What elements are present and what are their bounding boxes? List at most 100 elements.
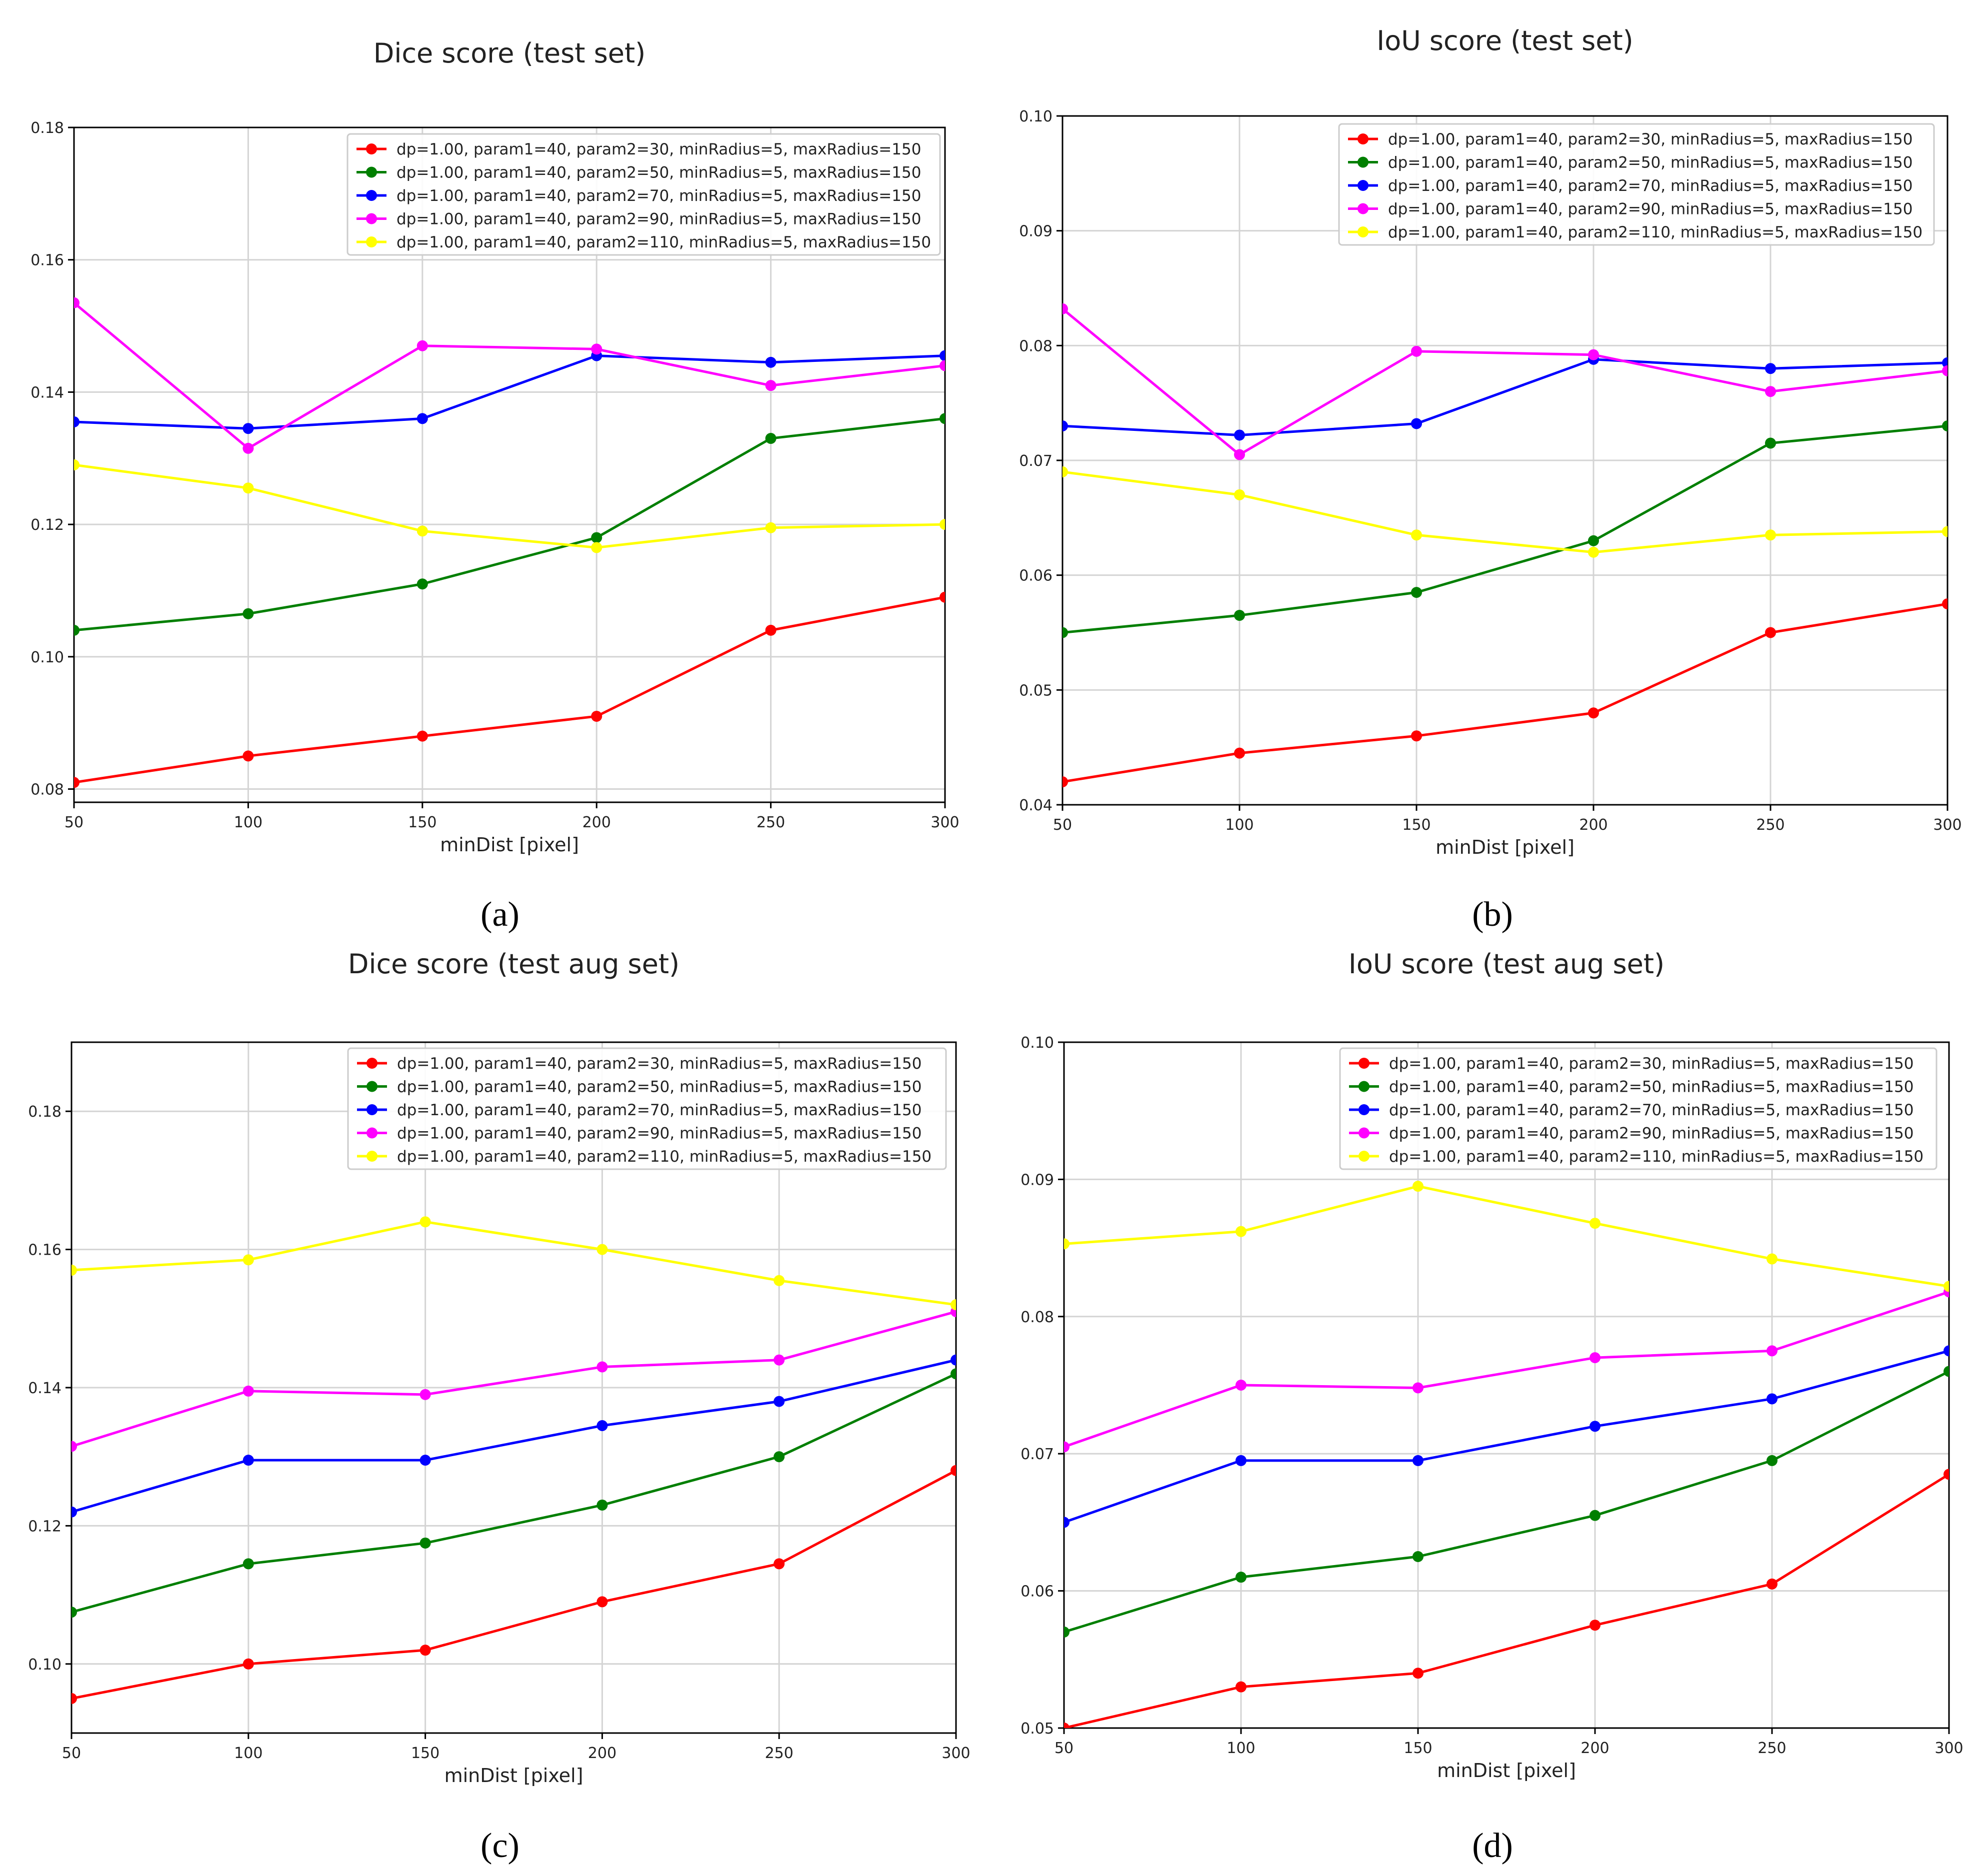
- legend-entry: dp=1.00, param1=40, param2=50, minRadius…: [1388, 154, 1912, 172]
- data-point: [1590, 1218, 1600, 1229]
- legend-entry: dp=1.00, param1=40, param2=50, minRadius…: [1389, 1078, 1914, 1096]
- legend-swatch-marker: [1358, 1127, 1370, 1139]
- legend-entry: dp=1.00, param1=40, param2=50, minRadius…: [397, 1078, 922, 1096]
- data-point: [74, 624, 80, 636]
- legend-entry: dp=1.00, param1=40, param2=30, minRadius…: [397, 1055, 922, 1073]
- x-tick-label: 150: [1404, 1740, 1432, 1757]
- legend-swatch-marker: [1358, 133, 1368, 144]
- x-tick-label: 50: [62, 1745, 81, 1762]
- x-tick-label: 50: [1053, 816, 1072, 834]
- legend-entry: dp=1.00, param1=40, param2=70, minRadius…: [1388, 177, 1912, 195]
- legend-box: [1338, 123, 1935, 246]
- data-point: [1411, 730, 1422, 742]
- panel-label: (a): [480, 895, 520, 934]
- data-point: [765, 433, 776, 444]
- chart-panel-4: IoU score (test aug set) 50 100 150 200 250 30…: [1020, 948, 1963, 1865]
- x-axis-label: minDist [pixel]: [1437, 1760, 1576, 1782]
- y-tick-label: 0.05: [1019, 682, 1052, 699]
- data-point: [950, 1465, 956, 1476]
- data-point: [1412, 1551, 1424, 1562]
- data-point: [1064, 1626, 1070, 1638]
- legend-swatch-marker: [366, 190, 377, 201]
- y-tick-label: 0.12: [28, 1518, 62, 1535]
- series-line-5: [1064, 1185, 1949, 1288]
- data-point: [74, 777, 80, 788]
- data-point: [242, 750, 254, 762]
- data-point: [1766, 1345, 1778, 1357]
- y-tick-label: 0.14: [28, 1380, 62, 1397]
- series-line-1: [1062, 602, 1948, 783]
- legend-entry: dp=1.00, param1=40, param2=30, minRadius…: [396, 140, 921, 158]
- data-point: [1236, 1380, 1246, 1391]
- data-point: [765, 522, 776, 533]
- series-line-5: [72, 1220, 956, 1306]
- data-point: [72, 1265, 77, 1276]
- series-line-4: [72, 1310, 956, 1448]
- data-point: [774, 1354, 785, 1366]
- data-point: [1588, 546, 1599, 558]
- data-point: [1944, 1345, 1949, 1357]
- data-point: [940, 350, 945, 361]
- y-tick-label: 0.08: [1020, 1309, 1054, 1326]
- data-point: [1064, 1723, 1070, 1728]
- series-line-3: [72, 1359, 956, 1514]
- legend-swatch-marker: [366, 143, 377, 154]
- legend-swatch-marker: [1358, 1081, 1370, 1092]
- legend-swatch-marker: [1358, 226, 1368, 237]
- x-tick-label: 100: [1225, 816, 1254, 834]
- series-line-3: [1062, 358, 1948, 436]
- x-tick-label: 50: [64, 814, 84, 831]
- series-line-4: [1064, 1291, 1949, 1448]
- data-point: [1236, 1226, 1246, 1237]
- legend-entry: dp=1.00, param1=40, param2=70, minRadius…: [1389, 1101, 1914, 1119]
- y-tick-label: 0.08: [30, 781, 64, 799]
- y-tick-label: 0.10: [28, 1656, 62, 1674]
- data-point: [1590, 1421, 1600, 1432]
- data-point: [420, 1216, 431, 1228]
- x-tick-label: 100: [234, 814, 262, 831]
- legend-swatch-marker: [1358, 203, 1368, 214]
- data-point: [1765, 363, 1776, 374]
- panel-label: (b): [1472, 895, 1513, 934]
- legend-swatch-marker: [366, 1127, 378, 1139]
- data-point: [420, 1645, 431, 1656]
- data-point: [1942, 598, 1948, 610]
- chart-title: IoU score (test aug set): [1348, 948, 1664, 980]
- data-point: [242, 1455, 254, 1466]
- y-tick-label: 0.16: [28, 1242, 62, 1259]
- legend-box: [346, 133, 941, 256]
- chart-title: IoU score (test set): [1376, 25, 1633, 56]
- x-tick-label: 150: [411, 1745, 440, 1762]
- legend-entry: dp=1.00, param1=40, param2=30, minRadius…: [1388, 130, 1912, 148]
- y-tick-label: 0.10: [1019, 108, 1052, 125]
- data-point: [1062, 303, 1068, 314]
- legend-swatch-marker: [366, 1058, 378, 1069]
- data-point: [1411, 587, 1422, 598]
- series-line-3: [1064, 1349, 1949, 1524]
- data-point: [1411, 345, 1422, 357]
- y-tick-label: 0.08: [1019, 337, 1052, 355]
- legend: dp=1.00, param1=40, param2=30, minRadius…: [347, 1047, 947, 1170]
- y-tick-label: 0.12: [30, 516, 64, 534]
- chart-title: Dice score (test set): [374, 37, 646, 69]
- chart-panel-3: Dice score (test aug set) 50 100 150 200 250 3…: [28, 948, 970, 1865]
- legend-entry: dp=1.00, param1=40, param2=90, minRadius…: [397, 1125, 922, 1143]
- legend-entry: dp=1.00, param1=40, param2=90, minRadius…: [1389, 1125, 1914, 1143]
- legend-entry: dp=1.00, param1=40, param2=110, minRadiu…: [397, 1148, 932, 1166]
- data-point: [774, 1451, 785, 1463]
- x-tick-label: 150: [408, 814, 436, 831]
- series-line-2: [1064, 1370, 1949, 1634]
- panel-label: (d): [1472, 1827, 1513, 1865]
- x-tick-label: 300: [1933, 816, 1962, 834]
- legend-entry: dp=1.00, param1=40, param2=50, minRadius…: [396, 164, 921, 182]
- legend-swatch-marker: [366, 1151, 378, 1162]
- data-point: [1412, 1455, 1424, 1466]
- y-tick-label: 0.18: [28, 1103, 62, 1121]
- data-point: [596, 1596, 608, 1608]
- data-point: [1062, 420, 1068, 432]
- data-point: [1411, 529, 1422, 541]
- x-tick-label: 100: [1226, 1740, 1255, 1757]
- data-point: [1590, 1510, 1600, 1521]
- x-tick-label: 300: [942, 1745, 970, 1762]
- data-point: [1765, 437, 1776, 449]
